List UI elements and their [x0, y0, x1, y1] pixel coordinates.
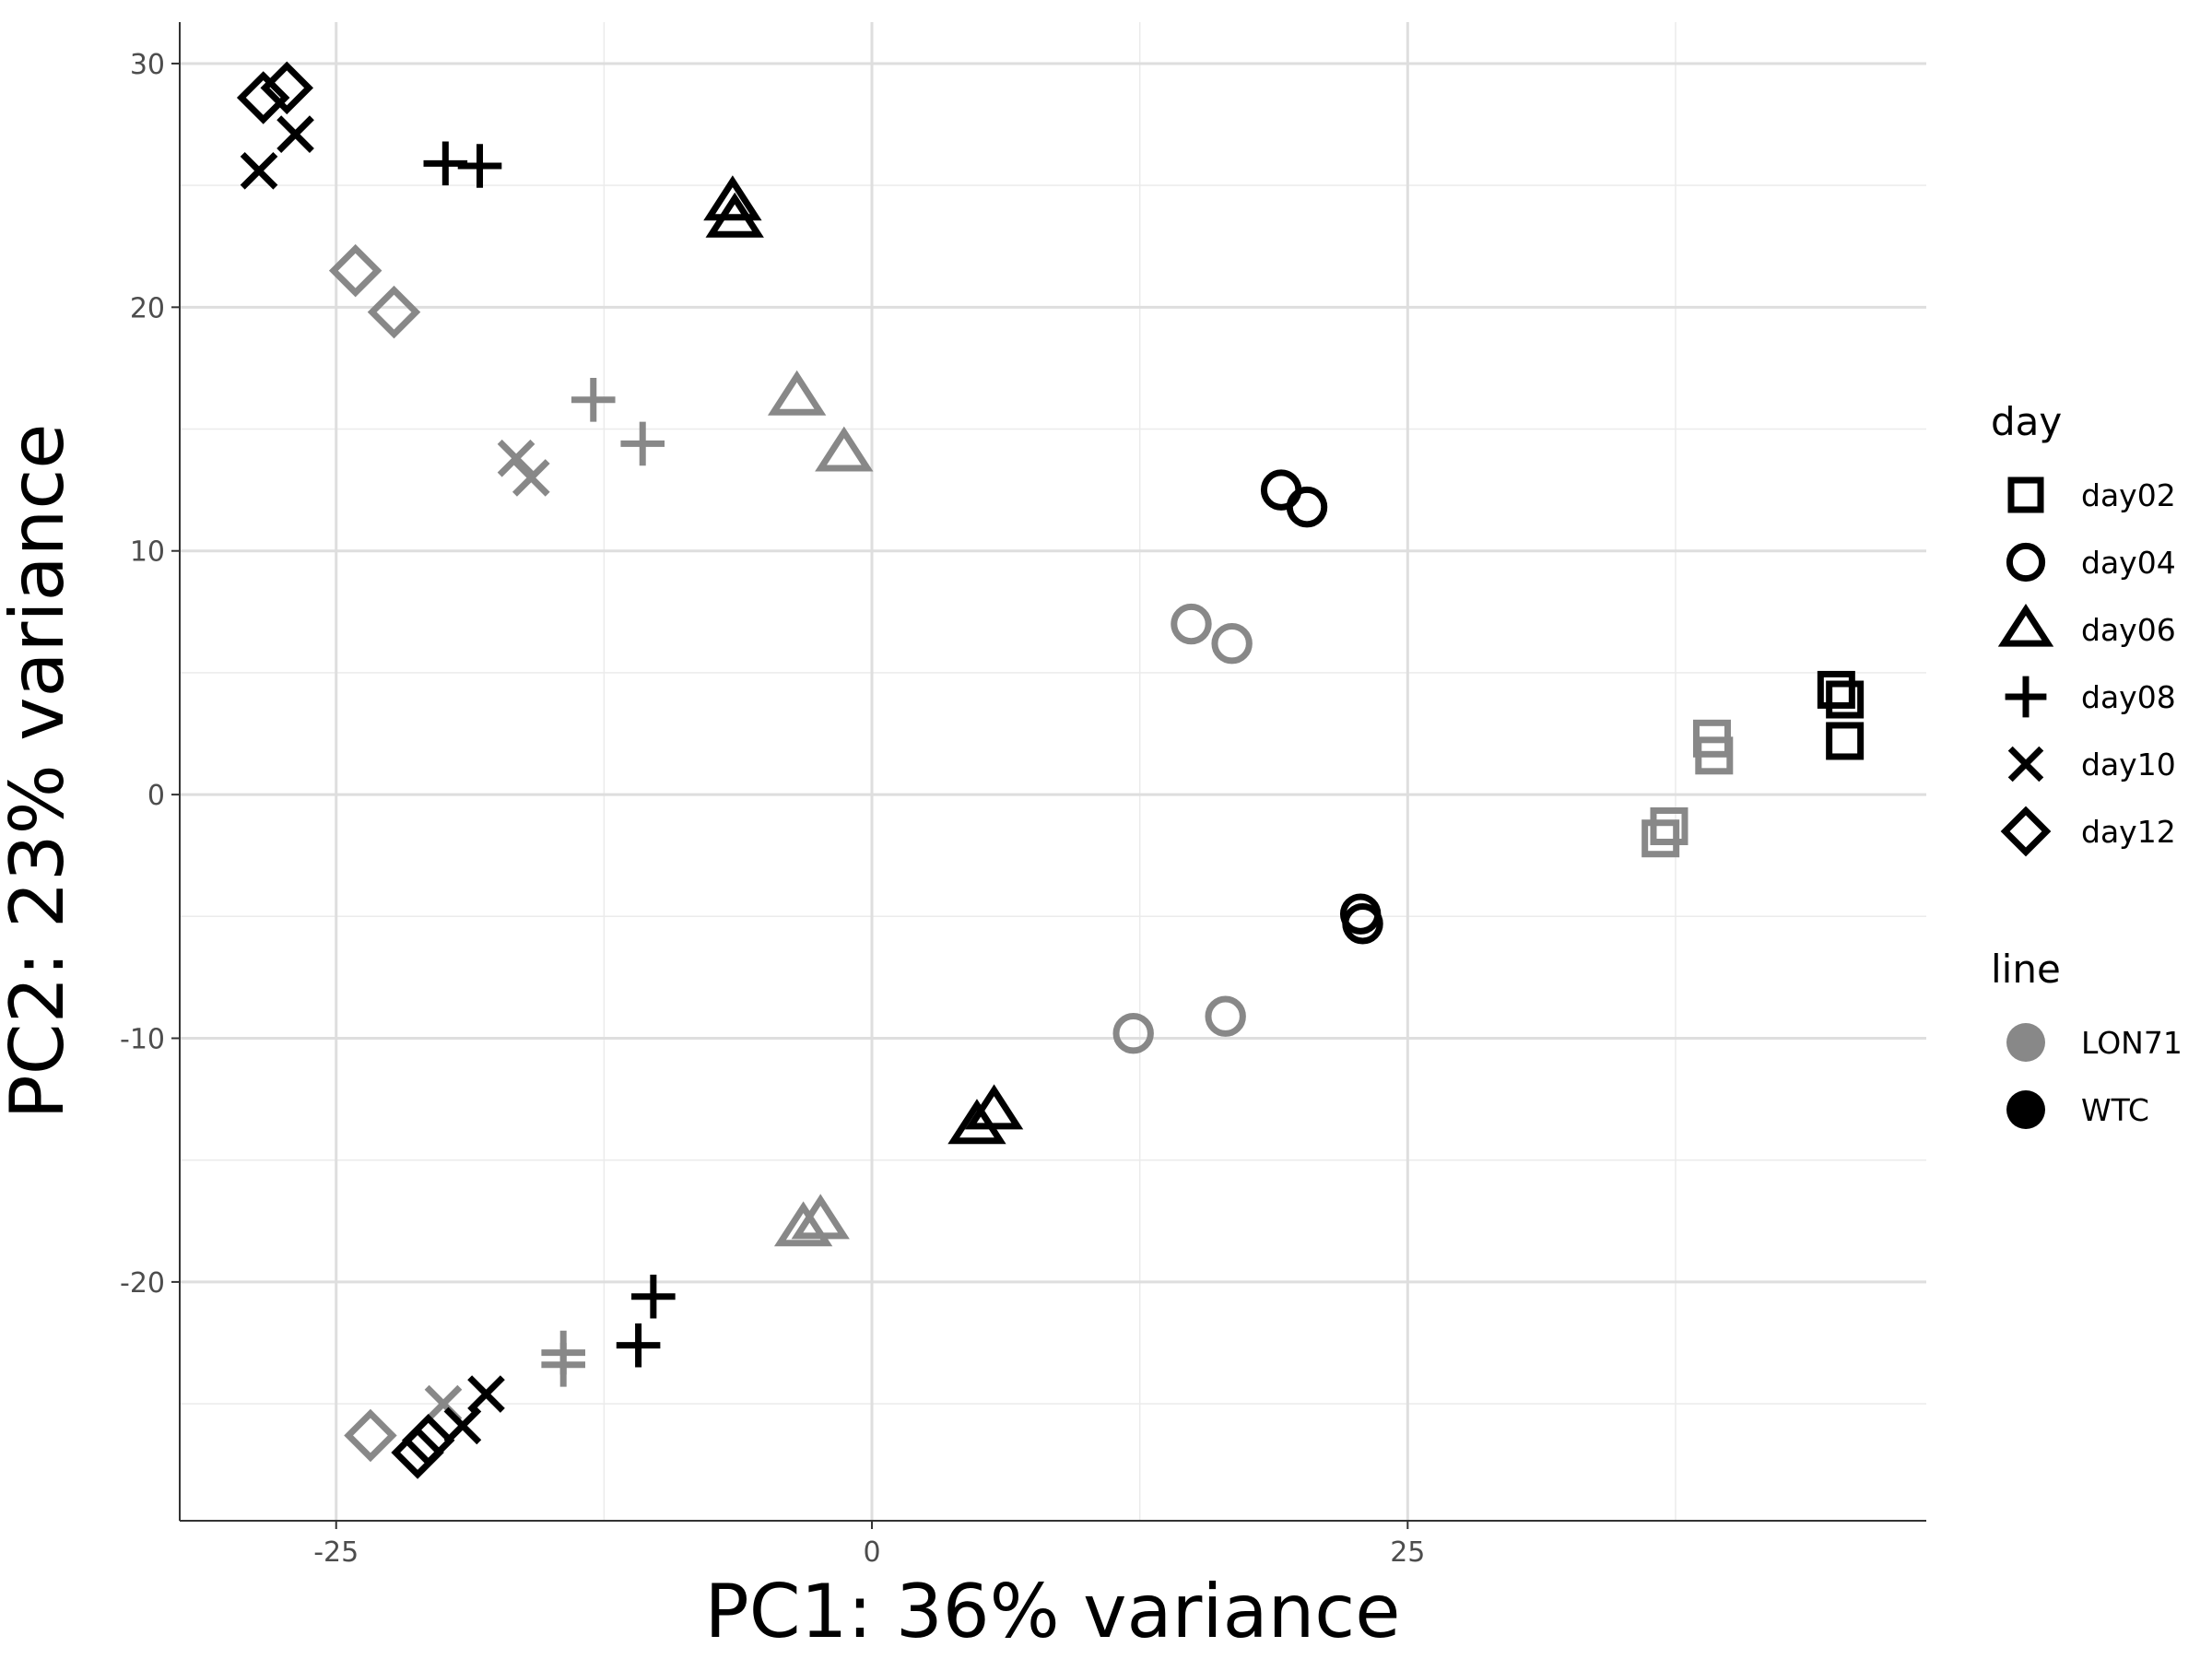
legend-key-lon71	[2006, 1023, 2045, 1062]
data-point-wtc-day10	[276, 115, 314, 153]
data-point-lon71-day04	[1211, 622, 1253, 665]
legend-key-wtc	[2006, 1090, 2045, 1129]
data-points	[236, 61, 1865, 1479]
x-tick-label: 25	[1390, 1536, 1425, 1569]
data-point-wtc-day08	[616, 1323, 661, 1368]
legend-label-day12: day12	[2081, 814, 2176, 850]
data-point-lon71-day12	[328, 243, 382, 298]
legend-label-day10: day10	[2081, 747, 2176, 782]
y-tick-label: -10	[120, 1024, 165, 1056]
axes	[179, 22, 1926, 1522]
data-point-lon71-day04	[1112, 1013, 1154, 1054]
data-point-lon71-day02	[1641, 819, 1680, 858]
data-point-lon71-day12	[344, 1408, 397, 1463]
x-tick-label: -25	[313, 1536, 359, 1569]
y-tick-label: 0	[147, 780, 165, 812]
y-tick-label: -20	[120, 1267, 165, 1300]
legend-label-day08: day08	[2081, 679, 2176, 715]
data-point-wtc-day02	[1826, 680, 1865, 719]
legend-key-day10	[2007, 746, 2044, 782]
data-point-wtc-day12	[391, 1426, 444, 1479]
y-tick-label: 10	[130, 536, 165, 569]
data-point-wtc-day02	[1826, 722, 1865, 760]
y-axis-title: PC2: 23% variance	[0, 423, 80, 1119]
legend-label-day04: day04	[2081, 545, 2176, 581]
data-point-lon71-day06	[791, 1194, 850, 1240]
data-point-lon71-day02	[1650, 806, 1688, 845]
y-tick-label: 20	[130, 292, 165, 324]
data-point-lon71-day06	[767, 370, 827, 416]
data-point-wtc-day06	[705, 192, 764, 238]
data-point-wtc-day04	[1342, 903, 1383, 945]
legend-line-title: line	[1991, 947, 2061, 992]
data-point-lon71-day12	[367, 285, 421, 339]
data-point-wtc-day06	[947, 1099, 1006, 1145]
data-point-lon71-day08	[620, 421, 665, 466]
data-point-lon71-day10	[512, 459, 550, 497]
y-tick-label: 30	[130, 49, 165, 81]
grid-lines	[180, 22, 1926, 1521]
legend-label-wtc: WTC	[2081, 1092, 2149, 1128]
data-point-lon71-day02	[1695, 736, 1734, 775]
data-point-wtc-day08	[457, 144, 502, 188]
legend-key-day12	[2000, 806, 2052, 857]
data-point-lon71-day08	[571, 378, 616, 422]
data-point-wtc-day12	[260, 61, 314, 115]
legend-key-day08	[2005, 676, 2047, 718]
legend-day: day day02 day04 day06 day08 day10 day12	[1991, 399, 2176, 857]
legend-key-day02	[2007, 477, 2044, 513]
legend-key-day06	[1997, 603, 2054, 647]
x-tick-label: 0	[863, 1536, 880, 1569]
data-point-wtc-day10	[467, 1375, 505, 1413]
data-point-wtc-day02	[1817, 670, 1855, 709]
legend-line: line LON71 WTC	[1991, 947, 2183, 1129]
data-point-wtc-day04	[1286, 486, 1328, 528]
data-point-wtc-day06	[703, 175, 762, 221]
data-point-lon71-day04	[1205, 995, 1246, 1037]
data-point-wtc-day10	[443, 1406, 482, 1445]
data-point-lon71-day08	[541, 1342, 586, 1387]
legend-label-lon71: LON71	[2081, 1025, 2183, 1061]
x-axis-title: PC1: 36% variance	[704, 1569, 1400, 1654]
data-point-wtc-day08	[631, 1274, 676, 1319]
data-point-lon71-day06	[815, 426, 874, 472]
legend-day-title: day	[1991, 399, 2062, 444]
data-point-wtc-day10	[240, 151, 278, 190]
data-point-wtc-day12	[236, 71, 290, 124]
axis-ticks: -25 0 25 -20 -10 0 10 20 30	[120, 49, 1425, 1569]
data-point-wtc-day06	[964, 1084, 1024, 1130]
legend-label-day02: day02	[2081, 477, 2176, 513]
data-point-lon71-day06	[773, 1201, 833, 1247]
legend-label-day06: day06	[2081, 612, 2176, 648]
legend-key-day04	[2006, 542, 2046, 582]
data-point-lon71-day04	[1171, 603, 1212, 645]
